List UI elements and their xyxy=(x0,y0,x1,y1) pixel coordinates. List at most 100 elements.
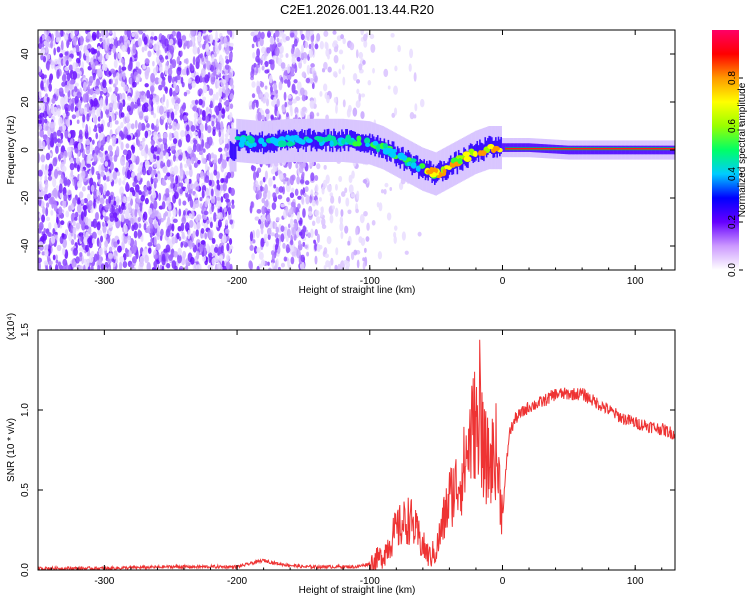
spectrogram-cell xyxy=(49,121,55,129)
spectrogram-cell xyxy=(301,196,305,205)
spectrogram-cell xyxy=(126,30,131,39)
spectrogram-cell xyxy=(88,126,91,136)
spectrogram-cell xyxy=(289,192,295,199)
spectrogram-cell xyxy=(269,36,275,45)
spectrogram-cell xyxy=(359,214,365,224)
spectrogram-cell xyxy=(189,240,193,250)
spectrogram-cell xyxy=(185,170,190,176)
spectrogram-cell xyxy=(324,253,330,259)
spectrogram-cell xyxy=(43,260,49,266)
spectrogram-cell xyxy=(249,261,253,270)
spectrogram-cell xyxy=(270,168,276,175)
spectrogram-cell xyxy=(104,267,108,270)
spectrogram-cell xyxy=(210,244,215,255)
spectrogram-cell xyxy=(140,94,144,103)
spectrogram-cell xyxy=(290,32,295,38)
spectrogram-cell xyxy=(100,171,105,177)
spectrogram-cell xyxy=(225,219,229,226)
spectrogram-cell xyxy=(100,214,104,220)
spectrogram-cell xyxy=(97,195,101,202)
spectrogram-cell xyxy=(213,70,217,77)
spectrogram-cell xyxy=(309,195,313,204)
spectrogram-cell xyxy=(44,181,49,190)
spectrogram-cell xyxy=(229,219,234,225)
spectrogram-cell xyxy=(314,191,319,196)
spectrogram-cell xyxy=(267,261,270,266)
spectrogram-cell xyxy=(93,97,98,107)
spectrogram-cell xyxy=(200,170,204,180)
spectrogram-cell xyxy=(342,99,346,108)
spectrogram-cell xyxy=(316,112,320,117)
spectrogram-cell xyxy=(280,233,285,243)
spectrogram-cell xyxy=(275,233,279,239)
spectrogram-cell xyxy=(262,176,266,183)
spectrogram-cell xyxy=(138,30,143,35)
spectrogram-cell xyxy=(301,44,305,53)
spectrogram-cell xyxy=(323,83,328,92)
spectrogram-cell xyxy=(210,194,216,205)
spectrogram-cell xyxy=(217,262,221,270)
spectrogram-cell xyxy=(255,55,260,63)
spectrogram-cell xyxy=(89,254,94,263)
spectrogram-cell xyxy=(259,185,263,192)
spectrogram-cell xyxy=(409,48,414,59)
spectrogram-cell xyxy=(301,71,307,78)
spectrogram-cell xyxy=(44,244,49,249)
spectrogram-ridge xyxy=(229,118,675,196)
spectrogram-cell xyxy=(338,68,342,75)
spectrogram-cell xyxy=(38,212,42,219)
spectrogram-cell xyxy=(224,192,230,200)
spectrogram-cell xyxy=(318,244,323,250)
spectrogram-cell xyxy=(91,237,96,245)
spectrogram-cell xyxy=(231,122,234,130)
spectrogram-cell xyxy=(260,259,266,266)
spectrogram-cell xyxy=(38,140,42,149)
spectrogram-cell xyxy=(84,225,89,230)
spectrogram-cell xyxy=(337,263,341,270)
spectrogram-cell xyxy=(255,228,260,239)
spectrogram-cell xyxy=(218,254,224,262)
spectrogram-cell xyxy=(132,81,137,88)
spectrogram-cell xyxy=(97,229,103,236)
spectrogram-cell xyxy=(89,88,94,96)
spectrogram-cell xyxy=(159,151,164,160)
spectrogram-cell xyxy=(267,267,272,270)
spectrogram-cell xyxy=(141,166,145,173)
spectrogram-cell xyxy=(162,195,166,201)
spectrogram-cell xyxy=(191,156,195,165)
spectrogram-cell xyxy=(356,88,360,95)
spectrogram-cell xyxy=(228,52,233,61)
spectrogram-cell xyxy=(327,66,332,73)
spectrogram-cell xyxy=(188,167,193,178)
spectrogram-cell xyxy=(98,241,102,248)
spectrogram-cell xyxy=(358,63,363,71)
spectrogram-cell xyxy=(295,162,299,169)
spectrogram-cell xyxy=(84,216,89,224)
spectrogram-cell xyxy=(304,180,310,186)
spectrogram-cell xyxy=(345,260,351,269)
snr-y-label: SNR (10 * v/v) xyxy=(6,418,17,482)
spectrogram-cell xyxy=(180,241,184,248)
spectrogram-cell xyxy=(303,58,307,65)
spectrogram-cell xyxy=(300,189,304,196)
spectrogram-cell xyxy=(42,134,48,141)
spectrogram-cell xyxy=(73,176,77,187)
spectrogram-cell xyxy=(38,90,42,99)
spectrogram-cell xyxy=(261,205,266,215)
spectrogram-cell xyxy=(319,40,324,50)
spectrogram-cell xyxy=(102,221,105,227)
spectrogram-cell xyxy=(96,50,101,57)
spectrogram-cell xyxy=(166,216,171,226)
spectrogram-cell xyxy=(213,156,218,165)
spectrogram-cell xyxy=(307,232,311,239)
spectrogram-cell xyxy=(50,196,55,205)
spectrogram-cell xyxy=(303,192,307,198)
spectrogram-cell xyxy=(99,37,103,42)
chart-title: C2E1.2026.001.13.44.R20 xyxy=(280,2,434,17)
spectrogram-cell xyxy=(62,238,67,249)
spectrogram-cell xyxy=(353,73,357,81)
spectrogram-cell xyxy=(229,111,233,122)
spectrogram-y-ticks: -40 -20 0 20 40 xyxy=(20,48,675,253)
spectrogram-cell xyxy=(189,198,194,209)
spectrogram-cell xyxy=(314,174,319,182)
